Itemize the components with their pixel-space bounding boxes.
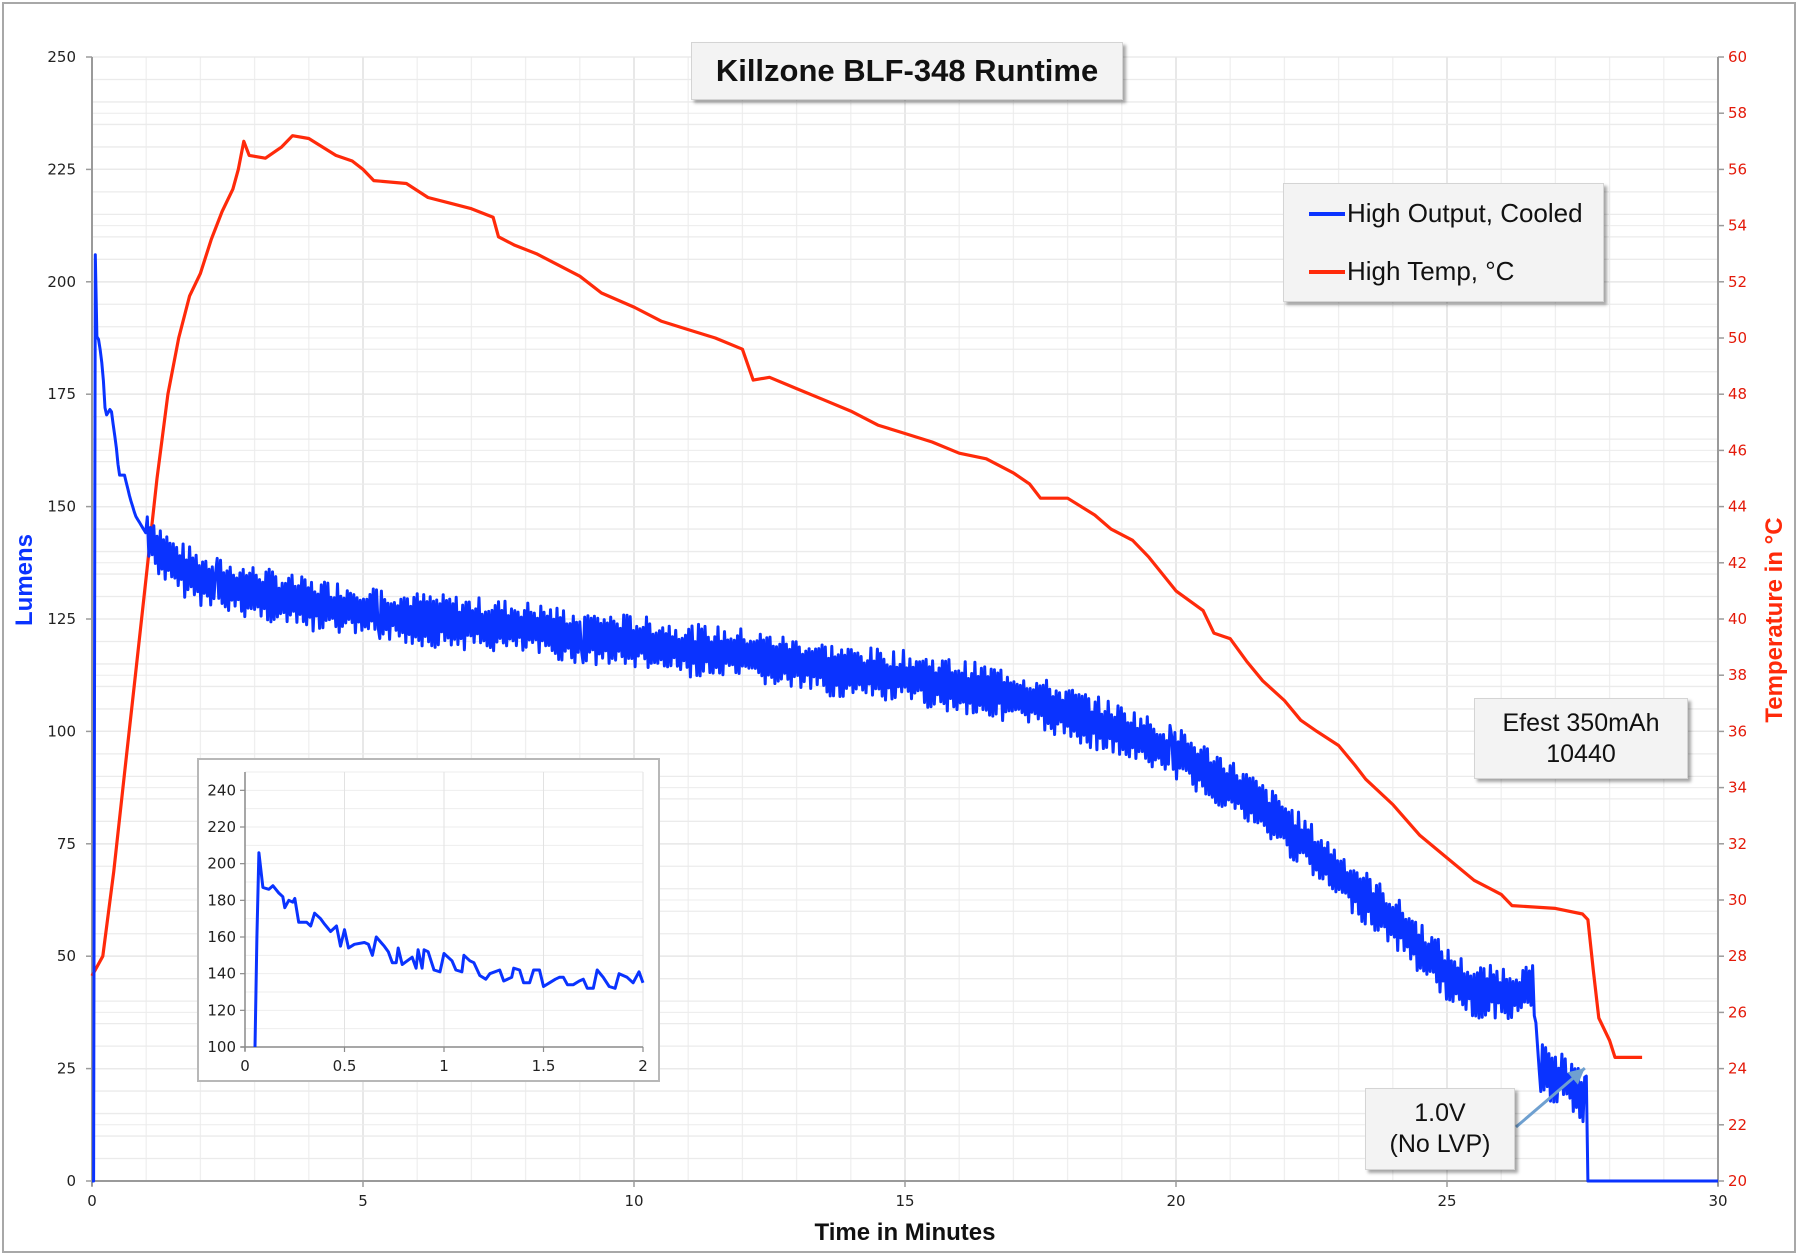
legend-item-temp: High Temp, °C — [1309, 256, 1514, 287]
inset-grid — [245, 771, 644, 1047]
y2-axis-title: Temperature in °C — [1761, 517, 1788, 722]
y2-tick-label: 46 — [1728, 441, 1747, 459]
inset-x-tick-label: 0.5 — [333, 1057, 357, 1075]
inset-y-tick-label: 180 — [207, 891, 236, 909]
y-tick-label: 25 — [57, 1060, 76, 1078]
x-tick-label: 15 — [895, 1192, 914, 1210]
inset-x-tick-label: 2 — [638, 1057, 648, 1075]
battery-annotation: Efest 350mAh 10440 — [1474, 698, 1688, 779]
x-axis-title: Time in Minutes — [815, 1219, 996, 1246]
inset-y-tick-label: 220 — [207, 818, 236, 836]
inset-x-tick-label: 0 — [240, 1057, 250, 1075]
lvp-line-2: (No LVP) — [1389, 1130, 1491, 1158]
inset-y-tick-label: 140 — [207, 965, 236, 983]
y2-tick-label: 32 — [1728, 835, 1747, 853]
y-axis-title: Lumens — [11, 534, 38, 626]
y2-tick-label: 50 — [1728, 329, 1747, 347]
y2-tick-label: 26 — [1728, 1003, 1747, 1021]
x-tick-label: 30 — [1708, 1192, 1727, 1210]
x-tick-label: 5 — [358, 1192, 368, 1210]
inset-y-tick-label: 120 — [207, 1001, 236, 1019]
y2-tick-label: 54 — [1728, 217, 1747, 235]
y-tick-label: 175 — [47, 385, 76, 403]
y2-tick-label: 28 — [1728, 947, 1747, 965]
y-tick-label: 50 — [57, 947, 76, 965]
legend-swatch-blue — [1309, 211, 1345, 216]
y-tick-label: 200 — [47, 273, 76, 291]
y2-tick-label: 38 — [1728, 666, 1747, 684]
y2-tick-label: 34 — [1728, 779, 1747, 797]
inset-chart: 100 120 140 160 180 200 220 240 0 0.5 1 1.5 2 — [197, 758, 660, 1082]
inset-y-tick-label: 100 — [207, 1038, 236, 1056]
y2-tick-label: 52 — [1728, 273, 1747, 291]
lvp-arrow — [1515, 1066, 1586, 1129]
legend-label-temp: High Temp, °C — [1347, 256, 1515, 286]
lumens-series-line — [92, 253, 1718, 1183]
legend: High Output, Cooled High Temp, °C — [1283, 183, 1604, 302]
battery-line-2: 10440 — [1546, 739, 1616, 768]
lvp-line-1: 1.0V — [1414, 1099, 1466, 1127]
x-tick-label: 0 — [87, 1192, 97, 1210]
y2-tick-label: 60 — [1728, 48, 1747, 66]
inset-x-tick-label: 1 — [439, 1057, 449, 1075]
y-tick-label: 0 — [66, 1172, 76, 1190]
lvp-annotation: 1.0V (No LVP) — [1365, 1088, 1515, 1170]
y2-tick-label: 22 — [1728, 1116, 1747, 1134]
x-tick-label: 20 — [1166, 1192, 1185, 1210]
y-tick-label: 100 — [47, 722, 76, 740]
inset-y-tick-label: 240 — [207, 781, 236, 799]
x-tick-label: 10 — [624, 1192, 643, 1210]
battery-line-1: Efest 350mAh — [1502, 708, 1660, 737]
y-tick-label: 125 — [47, 610, 76, 628]
axes: 0255075100125150175200225250202224262830… — [47, 48, 1747, 1210]
inset-lumens-line — [253, 851, 645, 1048]
inset-y-tick-label: 160 — [207, 928, 236, 946]
y2-tick-label: 42 — [1728, 554, 1747, 572]
y2-tick-label: 48 — [1728, 385, 1747, 403]
y2-tick-label: 24 — [1728, 1060, 1747, 1078]
inset-y-tick-label: 200 — [207, 855, 236, 873]
legend-label-lumens: High Output, Cooled — [1347, 198, 1583, 228]
y2-tick-label: 58 — [1728, 104, 1747, 122]
inset-series — [253, 851, 645, 1048]
inset-x-tick-label: 1.5 — [532, 1057, 556, 1075]
y2-tick-label: 56 — [1728, 160, 1747, 178]
temp-series-line — [90, 134, 1643, 1059]
y2-tick-label: 44 — [1728, 498, 1747, 516]
y-tick-label: 150 — [47, 498, 76, 516]
y-tick-label: 75 — [57, 835, 76, 853]
x-tick-label: 25 — [1437, 1192, 1456, 1210]
inset-svg: 100 120 140 160 180 200 220 240 0 0.5 1 1.5 2 — [207, 771, 648, 1075]
legend-swatch-red — [1309, 269, 1345, 274]
y-tick-label: 250 — [47, 48, 76, 66]
y2-tick-label: 20 — [1728, 1172, 1747, 1190]
y2-tick-label: 40 — [1728, 610, 1747, 628]
y-tick-label: 225 — [47, 160, 76, 178]
chart-title: Killzone BLF-348 Runtime — [691, 42, 1123, 100]
legend-item-lumens: High Output, Cooled — [1309, 198, 1583, 229]
y2-tick-label: 30 — [1728, 891, 1747, 909]
y2-tick-label: 36 — [1728, 722, 1747, 740]
inset-axes: 100 120 140 160 180 200 220 240 0 0.5 1 1.5 2 — [207, 772, 648, 1075]
arrow-head — [1567, 1068, 1585, 1085]
series — [90, 134, 1718, 1183]
